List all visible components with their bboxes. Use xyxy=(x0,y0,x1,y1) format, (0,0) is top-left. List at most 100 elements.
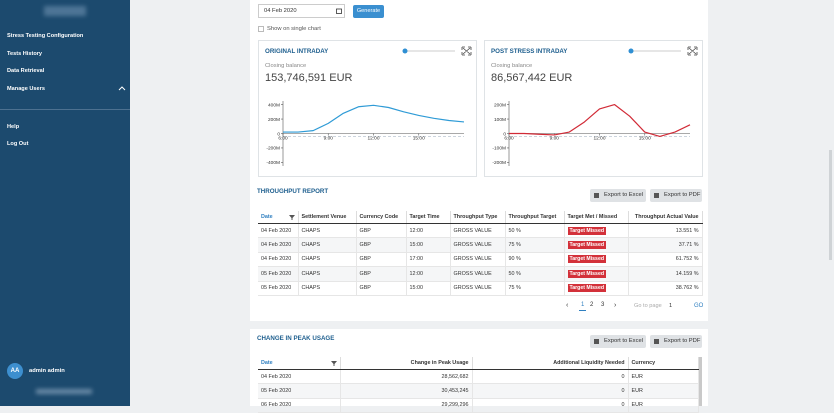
expand-icon[interactable] xyxy=(461,46,472,56)
chart-subtitle: Closing balance xyxy=(265,63,307,69)
header-row: Date Change in Peak Usage Additional Liqui… xyxy=(258,357,699,370)
column-header[interactable]: Date xyxy=(258,211,299,224)
line-chart: 400M 200M 0 -200M -400M 6:00 9:00 12:00 15:00 xyxy=(266,46,472,166)
scrollbar[interactable] xyxy=(699,357,702,406)
user-name: admin admin xyxy=(29,368,65,374)
menu-item[interactable]: Log Out xyxy=(7,141,29,147)
table-cell: EUR xyxy=(628,369,699,385)
table-cell: 04 Feb 2020 xyxy=(258,223,299,239)
menu-item[interactable]: Manage Users xyxy=(7,86,45,92)
y-tick-label: 200M xyxy=(268,117,280,123)
next-arrow[interactable]: › xyxy=(614,302,617,309)
page-scrollbar[interactable] xyxy=(829,150,832,260)
date-input[interactable]: 04 Feb 2020 xyxy=(258,4,345,18)
go-button[interactable]: GO xyxy=(694,303,704,309)
status-badge: Target Missed xyxy=(567,269,606,278)
page-number[interactable]: 3 xyxy=(601,302,605,308)
table-cell: EUR xyxy=(628,398,699,413)
table-cell: 14.159 % xyxy=(628,266,703,282)
table-cell: GBP xyxy=(356,237,407,253)
menu-item[interactable]: Data Retrieval xyxy=(7,68,45,74)
table-cell: CHAPS xyxy=(298,281,357,296)
checkbox[interactable] xyxy=(258,26,264,32)
export-pdf-button[interactable]: Export to PDF xyxy=(650,189,702,202)
column-header[interactable]: Additional Liquidity Needed xyxy=(472,357,629,370)
export-excel-button[interactable]: Export to Excel xyxy=(590,335,646,348)
table-cell: GBP xyxy=(356,223,407,239)
calendar-icon[interactable] xyxy=(336,8,342,14)
avatar[interactable]: AA xyxy=(7,363,23,379)
series-line xyxy=(283,104,465,133)
filter-shape xyxy=(288,215,295,220)
column-header[interactable]: Target Met / Missed xyxy=(564,211,629,224)
y-tick-label: 0 xyxy=(277,131,280,137)
x-tick-label: 6:00 xyxy=(278,136,288,142)
table-row: 04 Feb 2020 CHAPS GBP 17:00 GROSS VALUE 90 % T… xyxy=(258,252,703,268)
generate-button[interactable]: Generate xyxy=(353,5,384,18)
section-title: THROUGHPUT REPORT xyxy=(257,188,329,195)
column-header[interactable]: Throughput Actual Value xyxy=(628,211,703,224)
table-cell: 15:00 xyxy=(406,281,451,296)
column-header[interactable]: Change in Peak Usage xyxy=(340,357,473,370)
peak-panel: CHANGE IN PEAK USAGE Export to Excel Exp… xyxy=(250,329,708,413)
closing-balance: 153,746,591 EUR xyxy=(265,72,353,84)
table-cell: 12:00 xyxy=(406,266,451,282)
table-cell: GROSS VALUE xyxy=(450,223,506,239)
table-cell: 13.551 % xyxy=(628,223,703,239)
status-badge: Target Missed xyxy=(567,255,606,264)
table-cell: Target Missed xyxy=(564,281,629,296)
filter-icon[interactable] xyxy=(330,361,337,366)
status-badge: Target Missed xyxy=(567,284,606,293)
export-excel-button[interactable]: Export to Excel xyxy=(590,189,646,202)
table-cell: GBP xyxy=(356,281,407,296)
intraday-panel: 04 Feb 2020 Generate Show on single char… xyxy=(250,0,708,321)
table-cell: Target Missed xyxy=(564,223,629,239)
throughput-table: Date Settlement Venue Currency Code Target … xyxy=(258,211,703,296)
filter-icon[interactable] xyxy=(288,215,295,220)
chart-card: POST STRESS INTRADAY Closing balance 86,56… xyxy=(484,40,703,177)
table-row: 04 Feb 2020 28,562,682 0 EUR xyxy=(258,369,699,385)
peak-table: Date Change in Peak Usage Additional Liqui… xyxy=(258,357,699,413)
table-cell: 0 xyxy=(472,383,629,399)
tbody: 04 Feb 2020 28,562,682 0 EUR 05 Feb 2020 30,4… xyxy=(258,369,699,413)
table-cell: CHAPS xyxy=(298,223,357,239)
checkbox-label[interactable]: Show on single chart xyxy=(267,26,321,32)
table-cell: 15:00 xyxy=(406,237,451,253)
export-pdf-button[interactable]: Export to PDF xyxy=(650,335,702,348)
menu-item[interactable]: Tests History xyxy=(7,51,43,57)
pagination: ‹ 1 2 3 › Go to page 1 GO xyxy=(250,302,708,314)
table-cell: 50 % xyxy=(505,223,565,239)
column-header[interactable]: Throughput Target xyxy=(505,211,565,224)
column-header[interactable]: Throughput Type xyxy=(450,211,506,224)
page-input[interactable]: 1 xyxy=(669,303,673,309)
zoom-knob[interactable] xyxy=(628,48,634,54)
column-header[interactable]: Settlement Venue xyxy=(298,211,357,224)
zoom-knob[interactable] xyxy=(402,48,408,54)
table-row: 05 Feb 2020 30,453,245 0 EUR xyxy=(258,383,699,399)
column-header[interactable]: Target Time xyxy=(406,211,451,224)
expand-icon[interactable] xyxy=(687,46,698,56)
chevron-icon[interactable] xyxy=(118,86,126,92)
table-cell: 75 % xyxy=(505,237,565,253)
page-number[interactable]: 1 xyxy=(579,302,587,311)
table-cell: 75 % xyxy=(505,281,565,296)
page-number[interactable]: 2 xyxy=(590,302,594,308)
prev-arrow[interactable]: ‹ xyxy=(566,302,569,309)
table-cell: 04 Feb 2020 xyxy=(258,369,341,385)
table-cell: 38.762 % xyxy=(628,281,703,296)
table-cell: CHAPS xyxy=(298,237,357,253)
column-header[interactable]: Currency Code xyxy=(356,211,407,224)
column-header[interactable]: Currency xyxy=(628,357,699,370)
table-cell: 06 Feb 2020 xyxy=(258,398,341,413)
table-cell: GROSS VALUE xyxy=(450,281,506,296)
y-tick-label: 0 xyxy=(503,131,506,137)
x-tick-label: 12:00 xyxy=(593,136,605,142)
x-tick-label: 12:00 xyxy=(367,136,379,142)
filter-shape xyxy=(330,361,337,366)
table-row: 04 Feb 2020 CHAPS GBP 15:00 GROSS VALUE 75 % T… xyxy=(258,237,703,253)
line-chart: 200M 100M 0 -100M -200M 6:00 9:00 12:00 15:00 xyxy=(492,46,698,166)
menu-item[interactable]: Stress Testing Configuration xyxy=(7,33,84,39)
column-header[interactable]: Date xyxy=(258,357,341,370)
menu-item[interactable]: Help xyxy=(7,124,20,130)
